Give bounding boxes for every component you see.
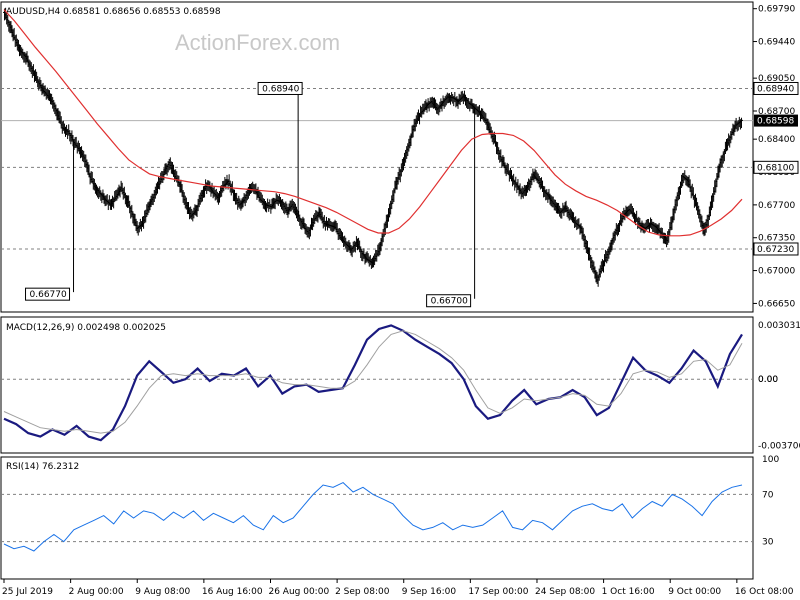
- macd-layer: [1, 324, 753, 442]
- current-price-box: [754, 114, 798, 127]
- rsi-title: RSI(14) 76.2312: [6, 462, 79, 472]
- rsi-series-line: [3, 482, 743, 552]
- level-axis-label: 0.68100: [757, 163, 794, 173]
- macd-y-tick-label: -0.003706: [758, 442, 800, 452]
- price-y-tick-label: 0.67700: [758, 201, 795, 211]
- annotation-label: 0.66700: [431, 297, 468, 307]
- x-tick-label: 1 Oct 16:00: [602, 587, 655, 597]
- x-tick-label: 9 Sep 16:00: [402, 587, 457, 597]
- macd-series-signal: [3, 330, 743, 434]
- macd-series-macd: [3, 324, 743, 442]
- axis-layer: 0.697900.694400.690500.687000.684000.680…: [2, 5, 800, 597]
- watermark: ActionForex.com: [175, 30, 340, 55]
- level-axis-label: 0.67230: [757, 245, 794, 255]
- macd-title: MACD(12,26,9) 0.002498 0.002025: [6, 323, 166, 333]
- rsi-layer: [1, 482, 753, 552]
- annotation-box: [25, 287, 71, 301]
- annotation-label: 0.66770: [30, 290, 67, 300]
- x-tick-label: 26 Aug 00:00: [268, 587, 329, 597]
- current-price-label: 0.68598: [757, 117, 794, 127]
- price-y-tick-label: 0.68700: [758, 107, 795, 117]
- macd-y-tick-label: 0.00: [758, 375, 778, 385]
- level-axis-box: [753, 160, 799, 174]
- price-y-tick-label: 0.67350: [758, 234, 795, 244]
- price-panel-frame: [0, 1, 754, 313]
- price-y-tick-label: 0.68400: [758, 135, 795, 145]
- level-axis-label: 0.68940: [757, 84, 794, 94]
- price-y-tick-label: 0.66650: [758, 299, 795, 309]
- x-tick-label: 24 Sep 08:00: [535, 587, 595, 597]
- price-title: AUDUSD,H4 0.68581 0.68656 0.68553 0.6859…: [6, 7, 221, 17]
- x-tick-label: 17 Sep 00:00: [468, 587, 528, 597]
- macd-y-tick-label: 0.00: [758, 375, 778, 385]
- rsi-y-tick-label: 70: [762, 490, 774, 500]
- level-axis-box: [753, 242, 799, 256]
- x-tick-label: 9 Oct 00:00: [668, 587, 721, 597]
- x-tick-label: 16 Aug 16:00: [202, 587, 263, 597]
- macd-y-tick-label: 0.003031: [758, 321, 800, 331]
- annotation-box: [426, 294, 472, 308]
- x-tick-label: 2 Aug 00:00: [69, 587, 124, 597]
- level-axis-box: [753, 81, 799, 95]
- annotation-label: 0.68940: [262, 84, 299, 94]
- rsi-y-tick-label: 100: [762, 455, 779, 465]
- x-tick-label: 16 Oct 08:00: [735, 587, 794, 597]
- rsi-panel-frame: [0, 456, 754, 580]
- price-y-tick-label: 0.67000: [758, 267, 795, 277]
- price-y-tick-label: 0.69050: [758, 74, 795, 84]
- price-y-tick-label: 0.69790: [758, 5, 795, 15]
- macd-panel-frame: [0, 316, 754, 454]
- price-layer: 0.68940 0.66770 0.66700: [1, 7, 753, 308]
- price-y-tick-label: 0.69440: [758, 38, 795, 48]
- rsi-y-tick-label: 30: [762, 538, 774, 548]
- x-tick-label: 2 Sep 08:00: [335, 587, 390, 597]
- x-tick-label: 9 Aug 08:00: [135, 587, 190, 597]
- x-tick-label: 25 Jul 2019: [2, 587, 53, 597]
- annotation-box: [257, 81, 303, 95]
- moving-average-line: [3, 9, 743, 237]
